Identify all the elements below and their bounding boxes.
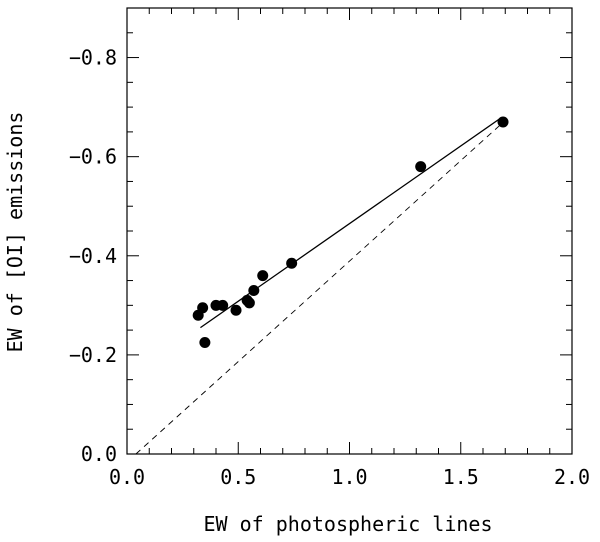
x-tick-label: 0.0 [109, 465, 145, 489]
data-point [197, 302, 209, 314]
data-point [257, 270, 269, 282]
plot-border [126, 7, 573, 455]
y-tick-label: −0.6 [69, 145, 117, 169]
data-point [415, 161, 427, 173]
y-tick-label: −0.2 [69, 343, 117, 367]
data-points [192, 116, 509, 348]
plot-frame [126, 7, 573, 455]
axis-ticks [126, 7, 573, 455]
x-tick-label: 1.5 [443, 465, 479, 489]
data-point [248, 284, 260, 296]
x-tick-label: 0.5 [220, 465, 256, 489]
data-point [230, 304, 242, 316]
x-axis-label: EW of photospheric lines [204, 512, 493, 536]
data-point [199, 337, 211, 348]
data-point [217, 299, 229, 311]
reference-line [135, 124, 502, 455]
x-tick-label: 1.0 [331, 465, 367, 489]
y-tick-label: −0.4 [69, 244, 117, 268]
y-axis-label: EW of [OI] emissions [3, 112, 27, 353]
data-point [497, 116, 509, 128]
data-point [286, 257, 298, 269]
y-tick-label: −0.8 [69, 46, 117, 70]
x-tick-label: 2.0 [554, 465, 590, 489]
lines [135, 117, 502, 455]
tick-labels: 0.0 0.5 1.0 1.5 2.0 0.0 −0.2 −0.4 −0.6 −0.8 [69, 46, 590, 489]
y-tick-label: 0.0 [81, 442, 117, 466]
data-point [243, 297, 255, 309]
